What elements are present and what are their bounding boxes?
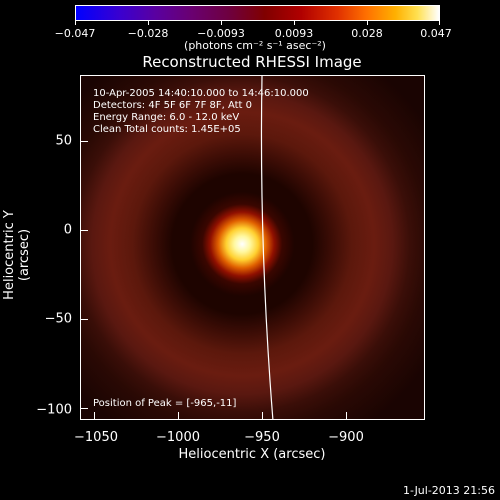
x-tickmark xyxy=(346,412,347,420)
colorbar-tick-label: −0.0093 xyxy=(197,27,245,40)
timestamp-footer: 1-Jul-2013 21:56 xyxy=(402,484,495,497)
x-tick-label: −1050 xyxy=(74,430,118,445)
x-tickmark xyxy=(94,412,95,420)
colorbar-tick-label: 0.028 xyxy=(351,27,383,40)
rhessi-image-plot xyxy=(80,75,425,420)
y-tickmark xyxy=(80,141,88,142)
colorbar-tick-label: 0.047 xyxy=(420,27,452,40)
colorbar-tickmark xyxy=(294,21,295,25)
y-tick-label: −100 xyxy=(36,402,72,418)
y-axis-label: Heliocentric Y (arcsec) xyxy=(2,210,32,300)
x-tickmark xyxy=(178,412,179,420)
energy-range-text: Energy Range: 6.0 - 12.0 keV xyxy=(93,112,240,123)
colorbar xyxy=(75,5,440,21)
detectors-text: Detectors: 4F 5F 6F 7F 8F, Att 0 xyxy=(93,100,253,111)
method-counts-text: Clean Total counts: 1.45E+05 xyxy=(93,124,241,135)
y-tickmark xyxy=(80,319,88,320)
x-axis-label: Heliocentric X (arcsec) xyxy=(178,447,326,462)
solar-limb-curve xyxy=(260,76,274,419)
colorbar-tickmark xyxy=(367,21,368,25)
colorbar-tickmark xyxy=(439,21,440,25)
x-tick-label: −1000 xyxy=(156,430,200,445)
x-tickmark xyxy=(262,412,263,420)
time-range-text: 10-Apr-2005 14:40:10.000 to 14:46:10.000 xyxy=(93,88,309,99)
x-tick-label: −900 xyxy=(328,430,364,445)
colorbar-tick-label: 0.0093 xyxy=(274,27,314,40)
y-tickmark xyxy=(80,230,88,231)
y-tick-label: 50 xyxy=(55,133,72,149)
y-tick-label: −50 xyxy=(44,311,72,327)
y-tick-label: 0 xyxy=(63,222,72,238)
colorbar-tick-label: −0.028 xyxy=(127,27,169,40)
peak-position-text: Position of Peak = [-965,-11] xyxy=(93,398,237,409)
colorbar-tickmark xyxy=(148,21,149,25)
colorbar-unit-label: (photons cm⁻² s⁻¹ asec⁻²) xyxy=(184,39,326,52)
colorbar-tick-label: −0.047 xyxy=(54,27,96,40)
x-tick-label: −950 xyxy=(244,430,280,445)
image-title: Reconstructed RHESSI Image xyxy=(142,53,362,71)
colorbar-tickmark xyxy=(221,21,222,25)
y-tickmark xyxy=(80,408,88,409)
colorbar-tickmark xyxy=(75,21,76,25)
